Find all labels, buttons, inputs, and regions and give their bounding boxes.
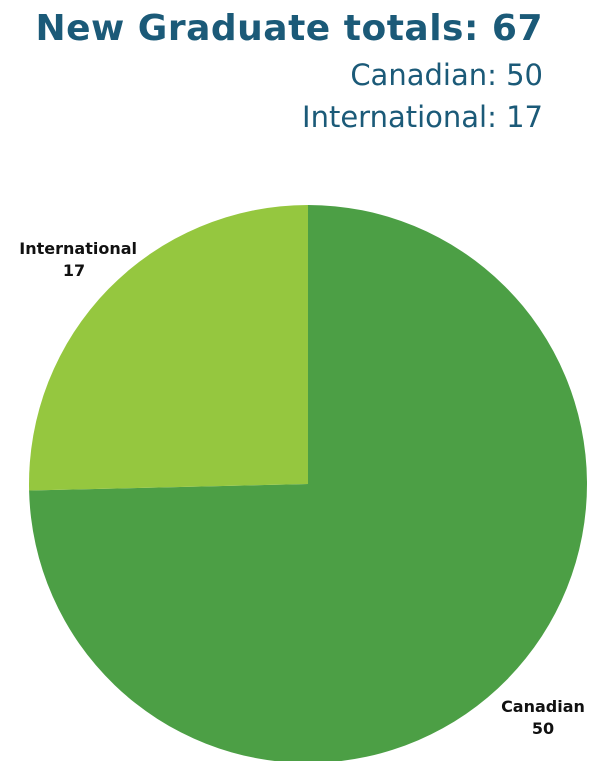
label-international-name: International [19, 239, 137, 258]
label-canadian-name: Canadian [501, 697, 585, 716]
pie-slice-canadian [29, 205, 587, 761]
chart-header: New Graduate totals: 67 Canadian: 50 Int… [35, 4, 543, 138]
international-total-text: International: 17 [302, 100, 543, 134]
canadian-total-text: Canadian: 50 [350, 58, 543, 92]
chart-title: New Graduate totals: 67 [35, 8, 543, 49]
label-international-value: 17 [63, 261, 85, 280]
label-canadian-value: 50 [532, 719, 554, 738]
pie-slice-international [29, 205, 308, 491]
